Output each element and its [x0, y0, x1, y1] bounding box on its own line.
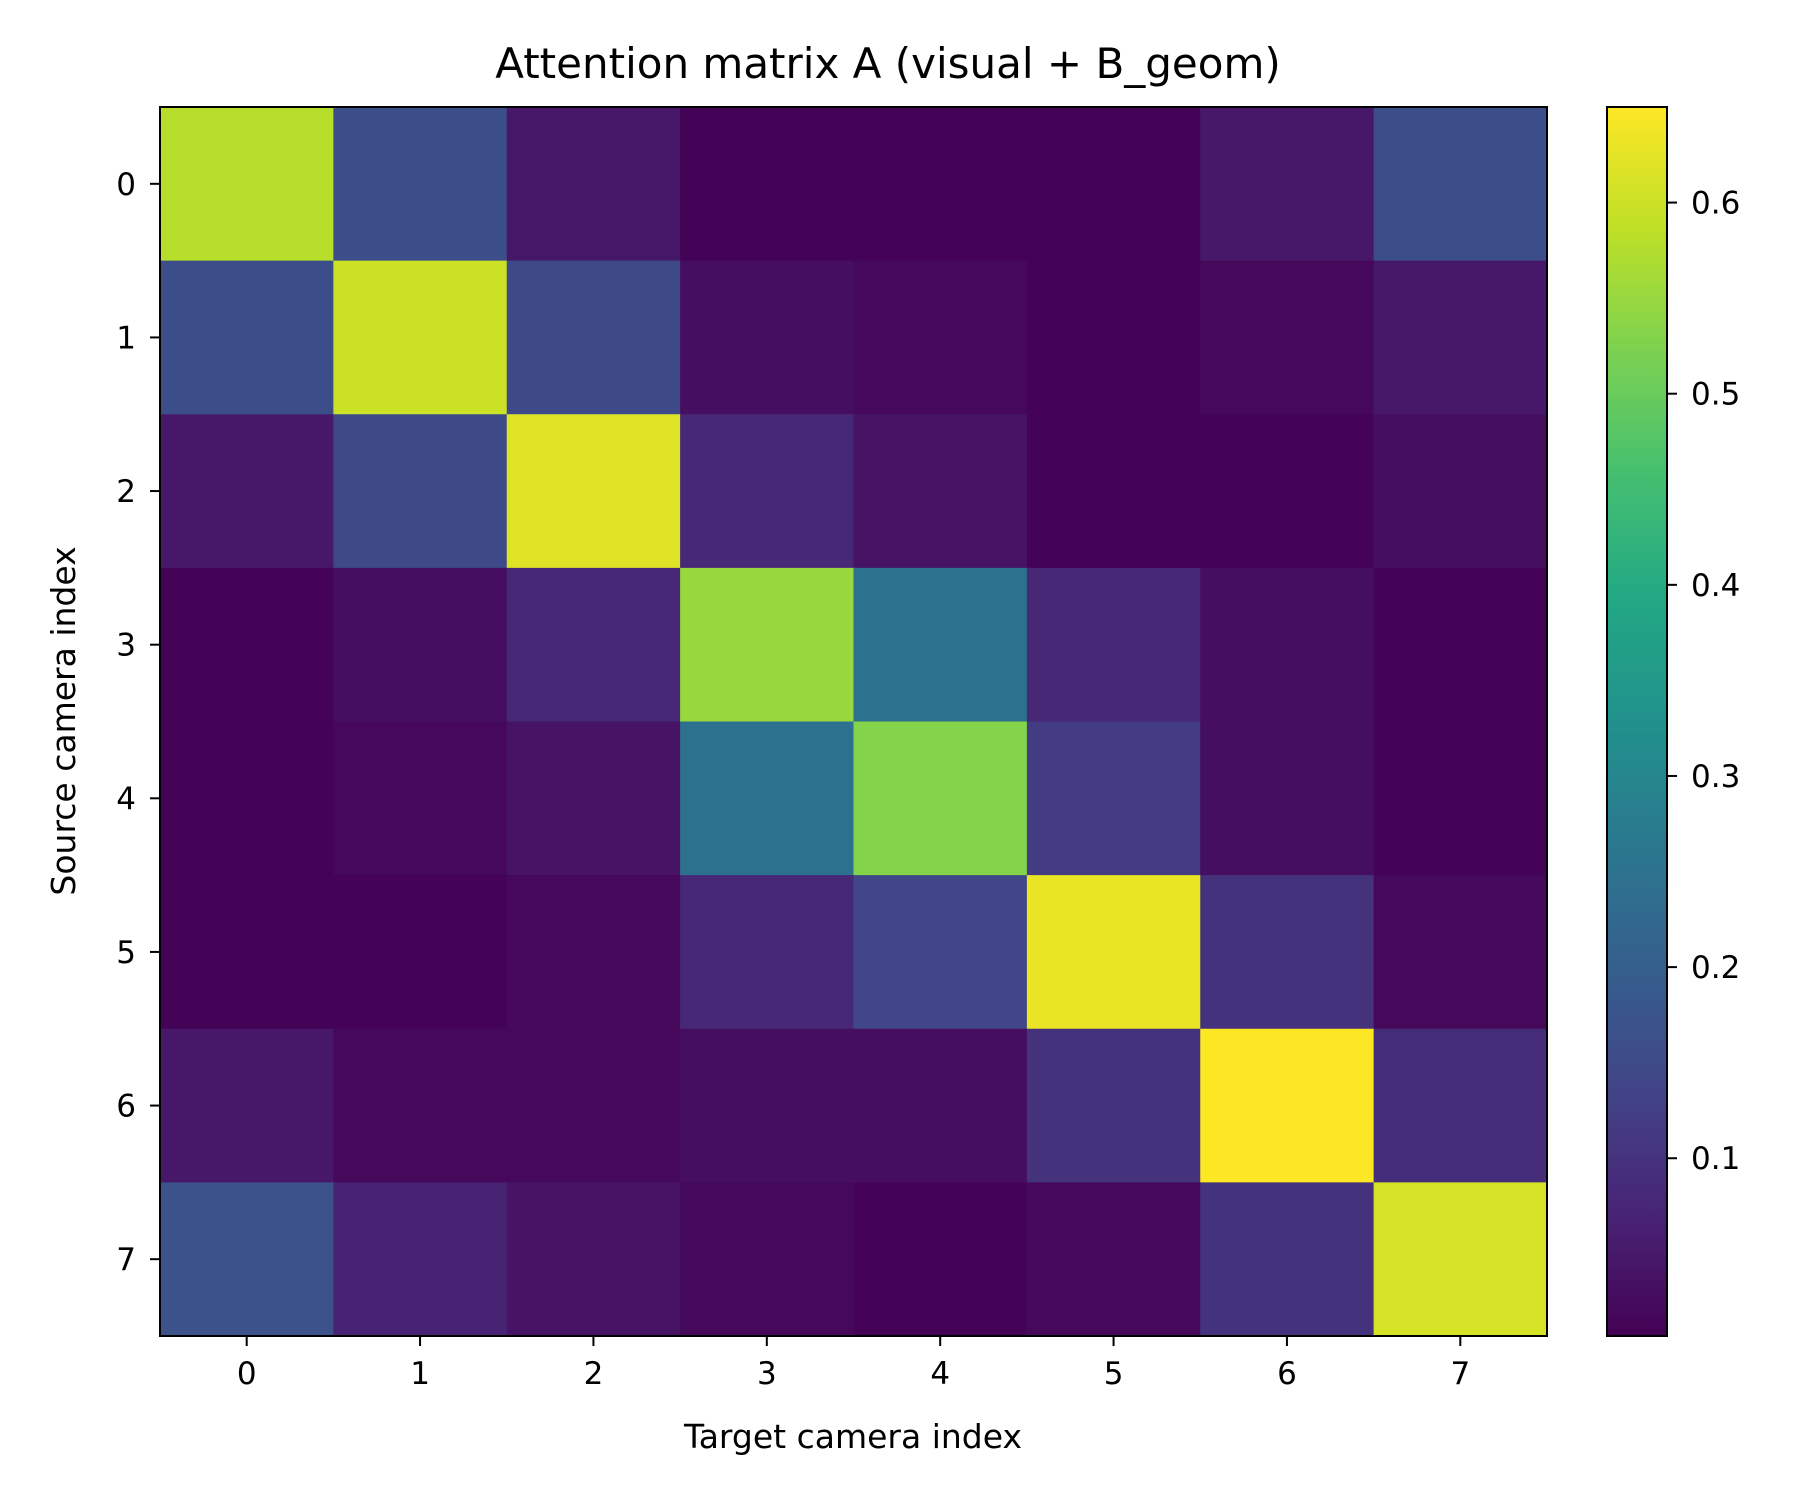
- y-axis-ticks: 0 1 2 3 4 5 6 7: [116, 167, 160, 1278]
- y-tick-label: 3: [116, 628, 136, 664]
- heatmap-cell: [1200, 260, 1375, 415]
- heatmap-cell: [853, 107, 1028, 262]
- colorbar: 0.1 0.2 0.3 0.4 0.5 0.6: [1606, 106, 1740, 1337]
- colorbar-tick-label: 0.1: [1691, 1141, 1740, 1177]
- heatmap-cell: [1373, 414, 1548, 569]
- heatmap-cell: [680, 567, 855, 723]
- heatmap-cell: [506, 260, 681, 415]
- heatmap-cell: [333, 1028, 508, 1183]
- heatmap-cell: [333, 260, 508, 415]
- heatmap-cell: [160, 260, 334, 415]
- colorbar-tick-label: 0.5: [1691, 377, 1740, 413]
- heatmap-cell: [333, 875, 508, 1030]
- heatmap-cell: [160, 875, 334, 1030]
- heatmap-cell: [333, 567, 508, 723]
- heatmap-cell: [1026, 567, 1201, 723]
- y-tick-label: 6: [116, 1089, 136, 1125]
- heatmap-cell: [160, 107, 334, 262]
- heatmap-cell: [506, 721, 681, 876]
- heatmap-cell: [853, 260, 1028, 415]
- heatmap-cell: [1026, 721, 1201, 876]
- heatmap-cell: [333, 414, 508, 569]
- x-axis-label: Target camera index: [683, 1417, 1022, 1456]
- colorbar-tick-label: 0.3: [1691, 759, 1740, 795]
- heatmap-cell: [333, 721, 508, 876]
- plot-frame: [159, 106, 1548, 1337]
- heatmap-cell: [506, 1028, 681, 1183]
- heatmap-cell: [506, 567, 681, 723]
- x-tick-label: 0: [237, 1356, 257, 1392]
- heatmap-cell: [1373, 721, 1548, 876]
- heatmap-cell: [680, 875, 855, 1030]
- chart-title: Attention matrix A (visual + B_geom): [495, 39, 1281, 88]
- heatmap-cell: [1200, 414, 1375, 569]
- x-tick-label: 3: [757, 1356, 777, 1392]
- heatmap-cell: [506, 1182, 681, 1337]
- heatmap-cell: [160, 1182, 334, 1337]
- heatmap-cell: [1026, 107, 1201, 262]
- heatmap-cell: [506, 414, 681, 569]
- heatmap-cell: [160, 721, 334, 876]
- heatmap-cell: [680, 107, 855, 262]
- x-tick-label: 2: [584, 1356, 604, 1392]
- colorbar-tick-label: 0.4: [1691, 568, 1740, 604]
- heatmap-cell: [1200, 721, 1375, 876]
- heatmap-cell: [333, 107, 508, 262]
- heatmap-cell: [680, 1182, 855, 1337]
- heatmap-cell: [160, 567, 334, 723]
- x-tick-label: 6: [1277, 1356, 1297, 1392]
- heatmap-cell: [853, 1182, 1028, 1337]
- heatmap-cell: [506, 875, 681, 1030]
- heatmap-cell: [1373, 875, 1548, 1030]
- heatmap-cell: [680, 721, 855, 876]
- heatmap-cell: [853, 1028, 1028, 1183]
- colorbar-gradient: [1606, 106, 1668, 1337]
- heatmap-cell: [853, 414, 1028, 569]
- x-tick-label: 7: [1450, 1356, 1470, 1392]
- y-tick-label: 5: [116, 935, 136, 971]
- heatmap-cell: [1026, 1182, 1201, 1337]
- heatmap-cell: [1373, 260, 1548, 415]
- heatmap-cell: [680, 260, 855, 415]
- heatmap-cell: [160, 1028, 334, 1183]
- heatmap-cell: [1200, 1182, 1375, 1337]
- heatmap-cell: [1026, 875, 1201, 1030]
- x-tick-label: 1: [410, 1356, 430, 1392]
- x-tick-label: 5: [1104, 1356, 1124, 1392]
- heatmap-cell: [680, 414, 855, 569]
- y-axis-label: Source camera index: [44, 546, 83, 895]
- x-axis-ticks: 0 1 2 3 4 5 6 7: [237, 1336, 1470, 1392]
- heatmap-cell: [1200, 875, 1375, 1030]
- heatmap-cells: [160, 107, 1548, 1337]
- heatmap-cell: [853, 875, 1028, 1030]
- heatmap-cell: [160, 414, 334, 569]
- colorbar-ticks: 0.1 0.2 0.3 0.4 0.5 0.6: [1667, 186, 1740, 1177]
- heatmap-cell: [1373, 1182, 1548, 1337]
- heatmap-cell: [1373, 107, 1548, 262]
- y-tick-label: 0: [116, 167, 136, 203]
- y-tick-label: 2: [116, 474, 136, 510]
- heatmap-cell: [1373, 567, 1548, 723]
- colorbar-tick-label: 0.6: [1691, 186, 1740, 222]
- colorbar-tick-label: 0.2: [1691, 950, 1740, 986]
- heatmap-cell: [680, 1028, 855, 1183]
- heatmap-cell: [1373, 1028, 1548, 1183]
- heatmap-cell: [1200, 107, 1375, 262]
- y-tick-label: 7: [116, 1242, 136, 1278]
- y-tick-label: 1: [116, 320, 136, 356]
- heatmap-cell: [1200, 567, 1375, 723]
- heatmap-cell: [853, 567, 1028, 723]
- heatmap-cell: [333, 1182, 508, 1337]
- heatmap-cell: [1026, 260, 1201, 415]
- x-tick-label: 4: [930, 1356, 950, 1392]
- heatmap-cell: [1026, 1028, 1201, 1183]
- heatmap-cell: [853, 721, 1028, 876]
- heatmap-cell: [1026, 414, 1201, 569]
- heatmap-cell: [506, 107, 681, 262]
- y-tick-label: 4: [116, 781, 136, 817]
- heatmap-cell: [1200, 1028, 1375, 1183]
